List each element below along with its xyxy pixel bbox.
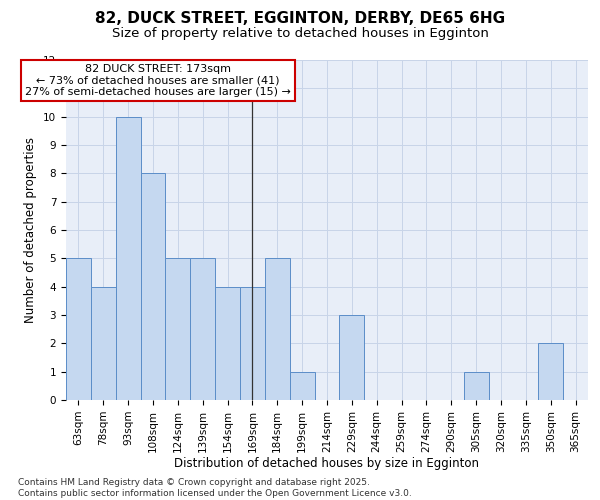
- Bar: [538, 344, 563, 400]
- Bar: [116, 116, 140, 400]
- Text: 82 DUCK STREET: 173sqm
← 73% of detached houses are smaller (41)
27% of semi-det: 82 DUCK STREET: 173sqm ← 73% of detached…: [25, 64, 291, 98]
- Bar: [290, 372, 314, 400]
- Bar: [190, 258, 215, 400]
- Text: Size of property relative to detached houses in Egginton: Size of property relative to detached ho…: [112, 28, 488, 40]
- Bar: [166, 258, 190, 400]
- Bar: [91, 286, 116, 400]
- Bar: [215, 286, 240, 400]
- Y-axis label: Number of detached properties: Number of detached properties: [25, 137, 37, 323]
- Bar: [265, 258, 290, 400]
- Bar: [464, 372, 488, 400]
- X-axis label: Distribution of detached houses by size in Egginton: Distribution of detached houses by size …: [175, 458, 479, 470]
- Bar: [340, 315, 364, 400]
- Bar: [66, 258, 91, 400]
- Bar: [140, 174, 166, 400]
- Text: 82, DUCK STREET, EGGINTON, DERBY, DE65 6HG: 82, DUCK STREET, EGGINTON, DERBY, DE65 6…: [95, 11, 505, 26]
- Text: Contains HM Land Registry data © Crown copyright and database right 2025.
Contai: Contains HM Land Registry data © Crown c…: [18, 478, 412, 498]
- Bar: [240, 286, 265, 400]
